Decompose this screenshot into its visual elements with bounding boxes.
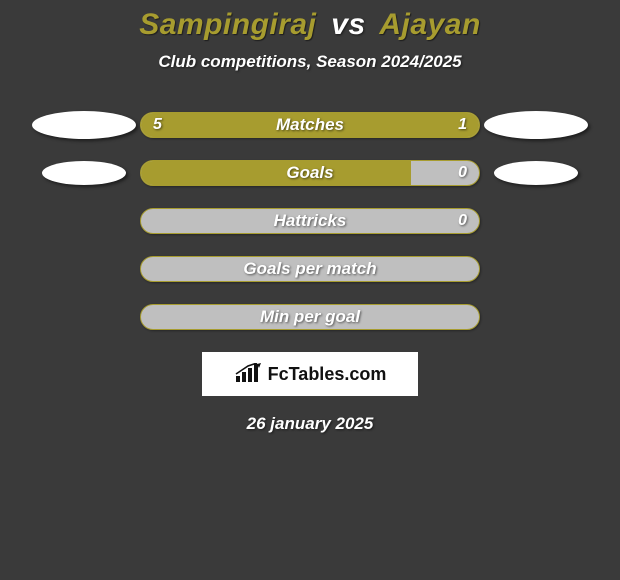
stat-label: Matches <box>141 113 479 137</box>
right-value: 0 <box>458 209 467 233</box>
player2-ellipse-icon <box>494 161 578 185</box>
title: Sampingiraj vs Ajayan <box>0 0 620 42</box>
player1-ellipse-icon <box>42 161 126 185</box>
vs-text: vs <box>331 8 365 41</box>
stat-row: Goals per match <box>0 256 620 282</box>
stat-bar: Matches5 1 <box>140 112 480 138</box>
player2-name: Ajayan <box>379 8 480 41</box>
stat-rows: Matches51Goals0Hattricks0Goals per match… <box>0 112 620 330</box>
logo-box: FcTables.com <box>202 352 418 396</box>
left-shape-slot <box>28 161 140 185</box>
player1-name: Sampingiraj <box>139 8 316 41</box>
stat-label: Goals <box>141 161 479 185</box>
stat-label: Min per goal <box>141 305 479 329</box>
logo-text: FcTables.com <box>268 364 387 385</box>
stat-bar: Hattricks0 <box>140 208 480 234</box>
stat-bar: Min per goal <box>140 304 480 330</box>
stat-label: Goals per match <box>141 257 479 281</box>
stat-row: Hattricks0 <box>0 208 620 234</box>
left-value: 5 <box>153 113 162 137</box>
comparison-infographic: Sampingiraj vs Ajayan Club competitions,… <box>0 0 620 580</box>
stat-row: Goals0 <box>0 160 620 186</box>
stat-bar: Goals per match <box>140 256 480 282</box>
right-value: 0 <box>458 161 467 185</box>
stat-label: Hattricks <box>141 209 479 233</box>
right-shape-slot <box>480 161 592 185</box>
stat-row: Matches5 1 <box>0 112 620 138</box>
stat-row: Min per goal <box>0 304 620 330</box>
date-text: 26 january 2025 <box>0 414 620 434</box>
right-value: 1 <box>458 113 467 137</box>
left-shape-slot <box>28 111 140 139</box>
player2-ellipse-icon <box>484 111 588 139</box>
subtitle: Club competitions, Season 2024/2025 <box>0 52 620 72</box>
right-shape-slot <box>480 111 592 139</box>
chart-icon <box>234 363 262 385</box>
player1-ellipse-icon <box>32 111 136 139</box>
stat-bar: Goals0 <box>140 160 480 186</box>
